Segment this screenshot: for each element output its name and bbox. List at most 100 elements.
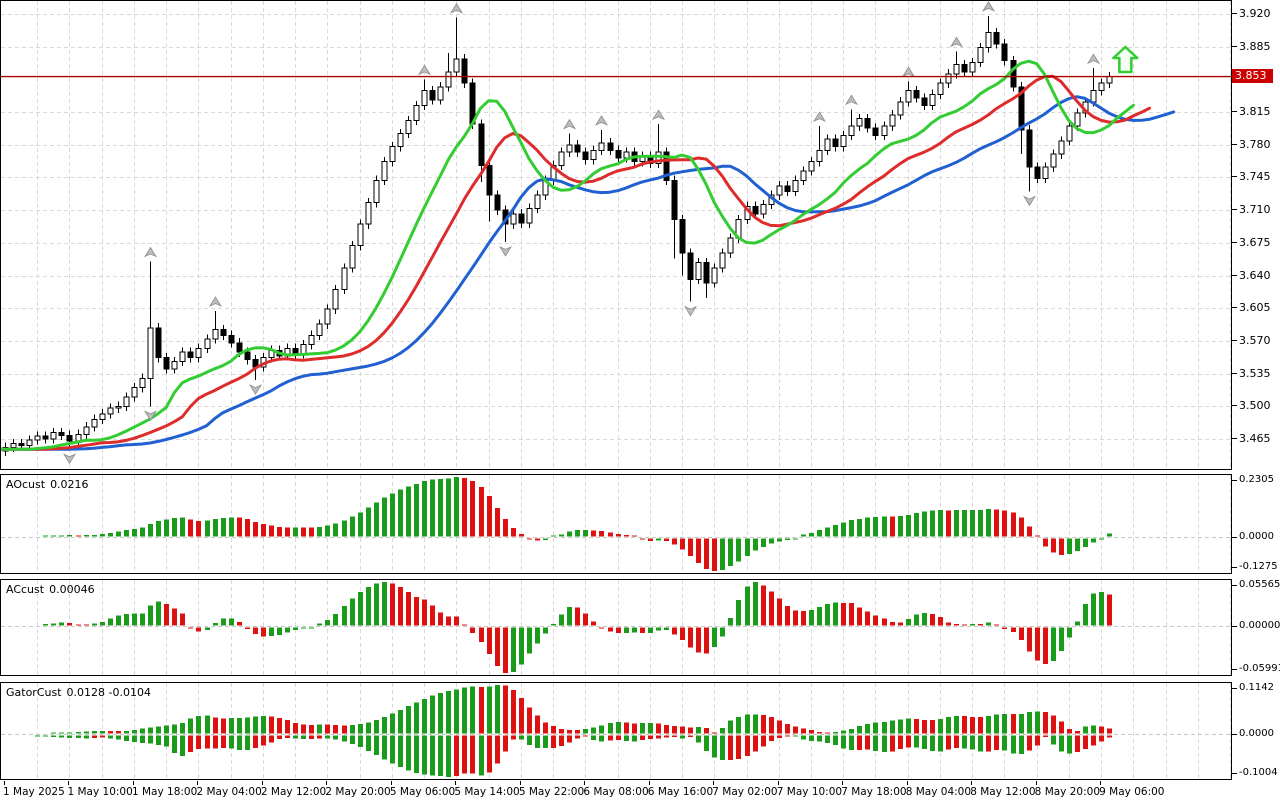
indicator-axis-tick bbox=[1232, 669, 1237, 670]
fractal-up-icon bbox=[594, 115, 609, 126]
histogram-bars bbox=[43, 582, 1112, 673]
price-axis-label: 3.885 bbox=[1239, 39, 1271, 53]
time-label: 1 May 18:00 bbox=[131, 786, 198, 798]
fractal-up-icon bbox=[143, 246, 158, 258]
time-label: 7 May 02:00 bbox=[712, 786, 778, 798]
ao-panel: AOcust 0.0216 0.2305 0.0000 -0.1275 bbox=[0, 474, 1280, 574]
fractal-up-icon bbox=[449, 2, 464, 14]
price-axis-tick bbox=[1232, 176, 1237, 177]
gator-indicator-label: GatorCust 0.0128 -0.0104 bbox=[6, 686, 151, 699]
fractal-up-icon bbox=[562, 118, 577, 130]
ao-value: 0.0216 bbox=[50, 478, 89, 491]
price-axis-tick bbox=[1232, 144, 1237, 145]
price-axis-tick bbox=[1232, 438, 1237, 439]
indicator-axis-label: 0.00000 bbox=[1239, 619, 1280, 631]
ao-plot-area[interactable]: AOcust 0.0216 bbox=[0, 474, 1232, 574]
histogram-bars bbox=[43, 477, 1112, 571]
time-label: 8 May 20:00 bbox=[1034, 786, 1100, 798]
fractal-up-icon bbox=[981, 1, 996, 12]
time-axis-tick bbox=[391, 781, 392, 785]
time-axis[interactable]: 1 May 2025 1 May 10:00 1 May 18:00 2 May 04… bbox=[0, 781, 1280, 800]
price-axis-label: 3.780 bbox=[1239, 137, 1271, 151]
price-axis-tick bbox=[1232, 46, 1237, 47]
time-axis-tick bbox=[133, 781, 134, 785]
fractal-down-icon bbox=[248, 384, 263, 395]
ao-axis[interactable]: 0.2305 0.0000 -0.1275 bbox=[1232, 474, 1280, 574]
time-axis-tick bbox=[262, 781, 263, 785]
price-axis-label: 3.570 bbox=[1239, 333, 1271, 347]
price-axis-label: 3.920 bbox=[1239, 7, 1271, 20]
indicator-axis-tick bbox=[1232, 480, 1237, 481]
time-axis-tick bbox=[584, 781, 585, 785]
indicator-axis-label: 0.0000 bbox=[1239, 727, 1274, 739]
time-axis-tick bbox=[649, 781, 650, 785]
ac-panel: ACcust 0.00046 0.05565 0.00000 -0.05991 bbox=[0, 579, 1280, 676]
gator-value: 0.0128 -0.0104 bbox=[66, 686, 151, 699]
price-axis-label: 3.535 bbox=[1239, 366, 1271, 380]
time-label: 5 May 14:00 bbox=[454, 786, 520, 798]
fractal-down-icon bbox=[683, 305, 698, 317]
gator-plot-area[interactable]: GatorCust 0.0128 -0.0104 bbox=[0, 682, 1232, 780]
price-axis-label: 3.465 bbox=[1239, 432, 1271, 445]
fractal-up-icon bbox=[1086, 53, 1101, 65]
time-axis-tick bbox=[68, 781, 69, 785]
ac-indicator-label: ACcust 0.00046 bbox=[6, 583, 95, 596]
time-axis-tick bbox=[842, 781, 843, 785]
alligator-teeth-line bbox=[1, 74, 1151, 451]
fractal-up-icon bbox=[949, 36, 964, 48]
fractal-up-icon bbox=[844, 94, 859, 106]
gator-histogram[interactable] bbox=[1, 683, 1231, 779]
time-label: 1 May 2025 bbox=[3, 786, 65, 798]
ac-histogram[interactable] bbox=[1, 580, 1231, 675]
time-axis-tick bbox=[326, 781, 327, 785]
ao-indicator-label: AOcust 0.0216 bbox=[6, 478, 89, 491]
candlestick-chart[interactable] bbox=[1, 1, 1231, 469]
time-axis-tick bbox=[1036, 781, 1037, 785]
alligator-lips-line bbox=[1, 59, 1135, 451]
indicator-axis-label: 0.05565 bbox=[1239, 579, 1280, 590]
price-axis-label: 3.815 bbox=[1239, 105, 1271, 119]
price-axis-label: 3.640 bbox=[1239, 268, 1271, 282]
time-axis-tick bbox=[520, 781, 521, 785]
ao-histogram[interactable] bbox=[1, 475, 1231, 573]
price-badge: 3.853 bbox=[1232, 68, 1273, 83]
indicator-axis-tick bbox=[1232, 773, 1237, 774]
price-axis-tick bbox=[1232, 13, 1237, 14]
ac-plot-area[interactable]: ACcust 0.00046 bbox=[0, 579, 1232, 676]
time-label: 6 May 16:00 bbox=[647, 786, 714, 798]
candles-layer bbox=[2, 15, 1113, 456]
price-axis-tick bbox=[1232, 340, 1237, 341]
time-label: 1 May 10:00 bbox=[67, 786, 133, 798]
indicator-axis-tick bbox=[1232, 537, 1237, 538]
fractal-up-icon bbox=[208, 296, 223, 307]
time-axis-tick bbox=[713, 781, 714, 785]
price-axis[interactable]: 3.853 3.920 3.885 3.815 3.780 3.745 3.710 3.67… bbox=[1232, 0, 1280, 470]
buy-arrow-icon[interactable] bbox=[1112, 45, 1139, 74]
fractal-up-icon bbox=[651, 109, 666, 121]
indicator-axis-tick bbox=[1232, 567, 1237, 568]
gator-panel: GatorCust 0.0128 -0.0104 0.1142 0.0000 -0.1… bbox=[0, 682, 1280, 780]
time-axis-tick bbox=[455, 781, 456, 785]
price-axis-label: 3.675 bbox=[1239, 235, 1271, 249]
alligator-jaw-line bbox=[1, 95, 1176, 451]
indicator-axis-tick bbox=[1232, 688, 1237, 689]
price-axis-tick bbox=[1232, 405, 1237, 406]
price-axis-tick bbox=[1232, 242, 1237, 243]
time-label: 2 May 12:00 bbox=[260, 786, 327, 798]
time-axis-tick bbox=[1100, 781, 1101, 785]
histogram-bars bbox=[35, 685, 1112, 777]
candlestick-plot-area[interactable] bbox=[0, 0, 1232, 470]
fractals-layer bbox=[62, 1, 1101, 465]
time-axis-tick bbox=[197, 781, 198, 785]
price-axis-label: 3.500 bbox=[1239, 399, 1271, 413]
time-label: 7 May 18:00 bbox=[841, 786, 907, 798]
time-label: 2 May 20:00 bbox=[325, 786, 391, 798]
ac-axis[interactable]: 0.05565 0.00000 -0.05991 bbox=[1232, 579, 1280, 676]
time-label: 7 May 10:00 bbox=[776, 786, 843, 798]
price-axis-tick bbox=[1232, 209, 1237, 210]
gator-axis[interactable]: 0.1142 0.0000 -0.1004 bbox=[1232, 682, 1280, 780]
indicator-axis-label: -0.1275 bbox=[1239, 561, 1278, 572]
price-axis-tick bbox=[1232, 307, 1237, 308]
fractal-up-icon bbox=[812, 111, 827, 122]
